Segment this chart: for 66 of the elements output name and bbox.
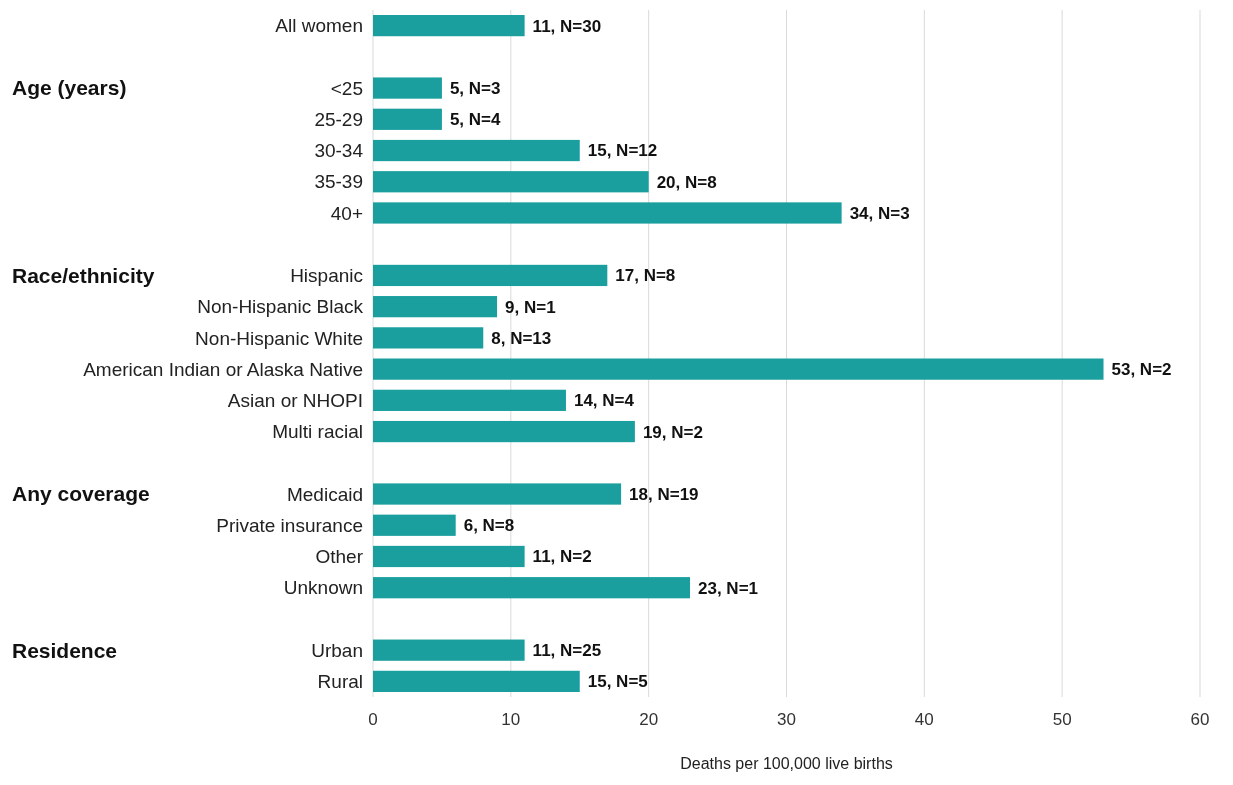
bar [373, 171, 649, 193]
data-label: 15, N=5 [587, 672, 648, 692]
y-tick-label: Non-Hispanic White [195, 327, 363, 349]
bar [373, 108, 442, 130]
data-label: 14, N=4 [573, 391, 635, 411]
data-label: 17, N=8 [615, 266, 676, 286]
bar [373, 358, 1104, 380]
y-tick-label: 25-29 [314, 108, 363, 130]
bar [373, 296, 498, 318]
bar [373, 15, 525, 37]
y-tick-label: Multi racial [272, 421, 363, 443]
data-label: 11, N=2 [532, 547, 592, 567]
data-label: 53, N=2 [1111, 360, 1172, 380]
y-tick-label: All women [275, 15, 363, 37]
y-tick-label: 35-39 [314, 171, 363, 193]
text: Any coverage [12, 482, 150, 506]
data-label: 15, N=12 [587, 141, 658, 161]
bar [373, 420, 635, 443]
y-tick-label: Unknown [283, 577, 363, 599]
bar [373, 545, 525, 568]
bar [373, 670, 580, 692]
y-tick-label: Non-Hispanic Black [197, 296, 364, 318]
bar [373, 327, 484, 349]
bar [373, 639, 525, 661]
x-tick-label: 0 [368, 710, 378, 729]
data-label: 8, N=13 [491, 328, 552, 348]
bar [373, 577, 691, 599]
bar [373, 139, 580, 162]
bar [373, 483, 622, 505]
data-label: 11, N=25 [532, 641, 602, 661]
bar [373, 389, 566, 411]
bar [373, 264, 608, 287]
text: Age (years) [12, 76, 127, 100]
y-tick-label: Medicaid [286, 483, 363, 505]
x-tick-label: 10 [501, 710, 521, 729]
x-tick-label: 20 [639, 710, 659, 729]
data-label: 9, N=1 [505, 297, 556, 317]
data-label: 34, N=3 [849, 203, 910, 223]
y-tick-label: 40+ [330, 202, 363, 224]
y-tick-label: Urban [311, 639, 363, 661]
data-label: 11, N=30 [532, 16, 602, 36]
data-label: 23, N=1 [698, 578, 759, 598]
y-tick-label: Private insurance [216, 514, 363, 536]
data-label: 5, N=3 [449, 79, 501, 99]
data-label: 5, N=4 [449, 110, 502, 130]
y-tick-label: Other [315, 546, 364, 568]
x-tick-label: 60 [1190, 710, 1210, 729]
data-label: 20, N=8 [656, 172, 717, 192]
bar [373, 514, 456, 536]
data-label: 19, N=2 [642, 422, 703, 442]
y-tick-label: <25 [330, 77, 363, 99]
x-axis-title: Deaths per 100,000 live births [680, 755, 893, 772]
text: Race/ethnicity [12, 263, 155, 287]
y-tick-label: American Indian or Alaska Native [83, 358, 363, 380]
bar [373, 202, 842, 224]
text: Residence [12, 638, 118, 662]
x-tick-label: 50 [1052, 710, 1072, 729]
x-tick-label: 30 [777, 710, 796, 729]
y-tick-label: 30-34 [314, 140, 364, 162]
y-tick-label: Hispanic [290, 265, 363, 287]
x-tick-label: 40 [914, 710, 934, 729]
y-tick-label: Asian or NHOPI [227, 389, 363, 411]
data-label: 18, N=19 [629, 484, 699, 504]
data-label: 6, N=8 [463, 516, 515, 536]
bar [373, 77, 442, 99]
y-tick-label: Rural [317, 671, 363, 693]
